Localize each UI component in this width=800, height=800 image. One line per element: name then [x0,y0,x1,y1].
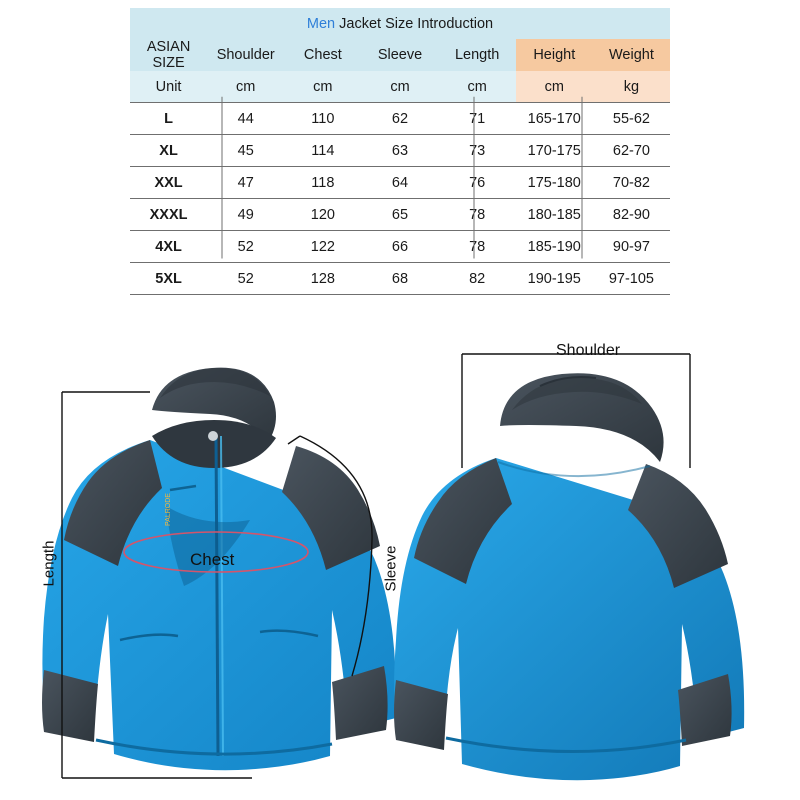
cell-shoulder: 44 [207,102,285,135]
cell-height: 185-190 [515,230,593,263]
cell-sleeve: 63 [361,134,439,167]
header-shoulder: Shoulder [207,39,285,71]
cell-chest: 120 [284,198,362,231]
jacket-front-illustration: PALRODE [42,367,397,771]
cell-height: 170-175 [515,134,593,167]
header-sleeve: Sleeve [361,39,439,71]
cell-chest: 118 [284,166,362,199]
header-chest: Chest [284,39,362,71]
cell-weight: 90-97 [592,230,670,263]
cell-chest: 122 [284,230,362,263]
cell-sleeve: 62 [361,102,439,135]
svg-text:PALRODE: PALRODE [165,493,172,526]
unit-weight: kg [592,71,670,103]
cell-length: 76 [438,166,516,199]
cell-length: 78 [438,198,516,231]
cell-length: 82 [438,262,516,295]
cell-length: 73 [438,134,516,167]
cell-size: XL [130,134,208,167]
jacket-diagram: PALRODE [0,340,800,800]
cell-height: 180-185 [515,198,593,231]
cell-shoulder: 52 [207,262,285,295]
header-weight: Weight [592,39,670,71]
cell-chest: 114 [284,134,362,167]
table-header-row: ASIAN SIZE Shoulder Chest Sleeve Length … [130,39,670,71]
cell-sleeve: 65 [361,198,439,231]
cell-chest: 128 [284,262,362,295]
cell-size: XXXL [130,198,208,231]
cell-weight: 82-90 [592,198,670,231]
cell-weight: 70-82 [592,166,670,199]
header-length: Length [438,39,516,71]
unit-height: cm [515,71,593,103]
chest-guide-ellipse [123,531,309,573]
table-row: L 44 110 62 71 165-170 55-62 [130,102,670,135]
size-table: Men Jacket Size Introduction ASIAN SIZE … [130,8,670,295]
cell-shoulder: 47 [207,166,285,199]
label-chest: Chest [190,550,235,569]
table-row: XXXL 49 120 65 78 180-185 82-90 [130,198,670,231]
cell-chest: 110 [284,102,362,135]
cell-sleeve: 68 [361,262,439,295]
table-row: XXL 47 118 64 76 175-180 70-82 [130,166,670,199]
cell-height: 165-170 [515,102,593,135]
cell-weight: 55-62 [592,102,670,135]
table-row: 4XL 52 122 66 78 185-190 90-97 [130,230,670,263]
header-height: Height [515,39,593,71]
label-shoulder: Shoulder [556,342,621,359]
cell-height: 190-195 [515,262,593,295]
table-unit-row: Unit cm cm cm cm cm kg [130,71,670,103]
cell-height: 175-180 [515,166,593,199]
cell-shoulder: 45 [207,134,285,167]
cell-sleeve: 64 [361,166,439,199]
table-title-highlight: Men [306,15,336,32]
jacket-back-illustration [394,373,745,781]
cell-length: 78 [438,230,516,263]
unit-chest: cm [284,71,362,103]
cell-weight: 62-70 [592,134,670,167]
cell-sleeve: 66 [361,230,439,263]
cell-length: 71 [438,102,516,135]
cell-shoulder: 49 [207,198,285,231]
header-asian-size: ASIAN SIZE [130,39,208,71]
jacket-illustrations: PALRODE [42,353,745,781]
unit-shoulder: cm [207,71,285,103]
cell-size: L [130,102,208,135]
label-sleeve: Sleeve [382,545,400,592]
table-title-row: Men Jacket Size Introduction [130,8,670,39]
table-row: 5XL 52 128 68 82 190-195 97-105 [130,262,670,295]
label-length: Length [40,540,58,587]
unit-sleeve: cm [361,71,439,103]
table-title: Men Jacket Size Introduction [130,8,670,39]
unit-length: cm [438,71,516,103]
sleeve-guide-line [299,435,373,677]
size-chart-table: Men Jacket Size Introduction ASIAN SIZE … [130,8,670,295]
cell-weight: 97-105 [592,262,670,295]
cell-shoulder: 52 [207,230,285,263]
table-row: XL 45 114 63 73 170-175 62-70 [130,134,670,167]
table-title-rest: Jacket Size Introduction [335,15,494,32]
unit-label: Unit [130,71,208,103]
cell-size: 5XL [130,262,208,295]
cell-size: XXL [130,166,208,199]
cell-size: 4XL [130,230,208,263]
